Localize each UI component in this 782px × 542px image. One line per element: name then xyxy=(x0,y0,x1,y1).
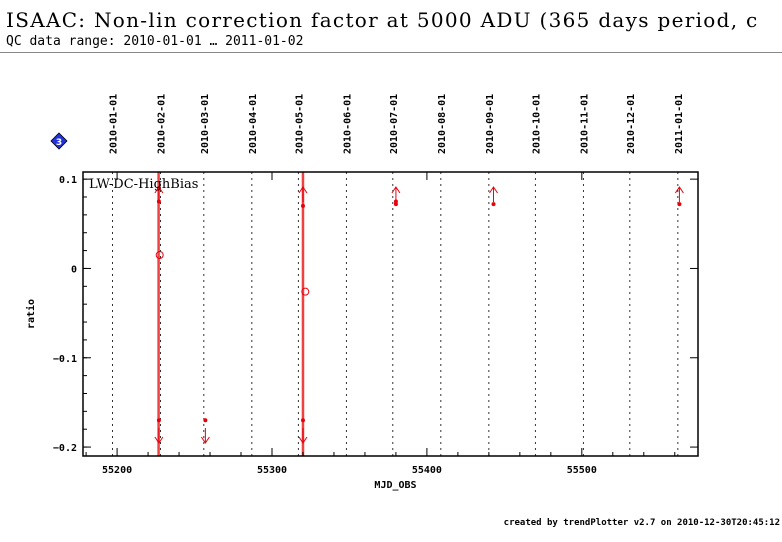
date-tick-label: 2010-08-01 xyxy=(437,94,448,154)
date-grid xyxy=(112,172,679,456)
x-tick-label: 55400 xyxy=(412,465,442,476)
open-data-point xyxy=(301,287,310,296)
y-tick-label: −0.1 xyxy=(53,354,77,365)
plot-frame xyxy=(82,171,699,457)
svg-text:3: 3 xyxy=(56,138,62,148)
date-tick-label: 2010-06-01 xyxy=(342,94,353,154)
x-tick-label: 55200 xyxy=(102,465,132,476)
out-of-range-up-arrow xyxy=(298,186,308,202)
date-tick-label: 2010-09-01 xyxy=(485,94,496,154)
y-tick-label: 0.1 xyxy=(59,175,77,186)
out-of-range-up-arrow xyxy=(674,186,684,202)
highlight-bands xyxy=(157,172,305,456)
y-tick-label: −0.2 xyxy=(53,443,77,454)
data-point xyxy=(156,418,161,423)
date-tick-label: 2010-02-01 xyxy=(156,94,167,154)
date-tick-label: 2010-03-01 xyxy=(200,94,211,154)
footer-credit: created by trendPlotter v2.7 on 2010-12-… xyxy=(503,518,780,528)
date-tick-label: 2010-01-01 xyxy=(108,94,119,154)
data-point xyxy=(300,418,305,423)
open-data-point xyxy=(155,251,164,260)
date-tick-label: 2010-10-01 xyxy=(531,94,542,154)
date-labels: 2010-01-01 2010-02-01 2010-03-01 2010-04-01… xyxy=(108,94,684,154)
data-points xyxy=(154,186,684,444)
diamond-3-icon: 3 xyxy=(50,132,68,150)
date-tick-label: 2010-05-01 xyxy=(294,94,305,154)
chart-title: ISAAC: Non-lin correction factor at 5000… xyxy=(6,8,759,32)
date-tick-label: 2010-12-01 xyxy=(626,94,637,154)
x-tick-label: 55500 xyxy=(567,465,597,476)
y-axis-label: ratio xyxy=(25,299,37,329)
out-of-range-up-arrow xyxy=(154,186,164,202)
x-tick-label: 55300 xyxy=(257,465,287,476)
date-tick-label: 2010-04-01 xyxy=(248,94,259,154)
axis-ticks: 55200 55300 55400 55500 0.1 0 −0.1 −0.2 xyxy=(53,172,698,476)
date-tick-label: 2011-01-01 xyxy=(674,94,685,154)
header-divider xyxy=(0,52,782,53)
y-tick-label: 0 xyxy=(71,264,77,275)
out-of-range-down-arrow xyxy=(298,428,308,444)
panel-label: LW-DC-HighBias xyxy=(89,177,198,192)
x-axis-label: MJD_OBS xyxy=(374,480,416,491)
data-point xyxy=(491,202,496,207)
data-point xyxy=(300,203,305,208)
out-of-range-up-arrow xyxy=(489,186,498,202)
out-of-range-up-arrow xyxy=(391,186,401,202)
date-tick-label: 2010-07-01 xyxy=(389,94,400,154)
data-range-subtitle: QC data range: 2010-01-01 … 2011-01-02 xyxy=(6,34,304,49)
data-point xyxy=(393,202,398,207)
date-tick-label: 2010-11-01 xyxy=(579,94,590,154)
data-point xyxy=(677,202,682,207)
data-point xyxy=(203,418,208,423)
out-of-range-down-arrow xyxy=(200,428,210,444)
out-of-range-down-arrow xyxy=(154,428,164,444)
plot-area xyxy=(82,171,699,457)
